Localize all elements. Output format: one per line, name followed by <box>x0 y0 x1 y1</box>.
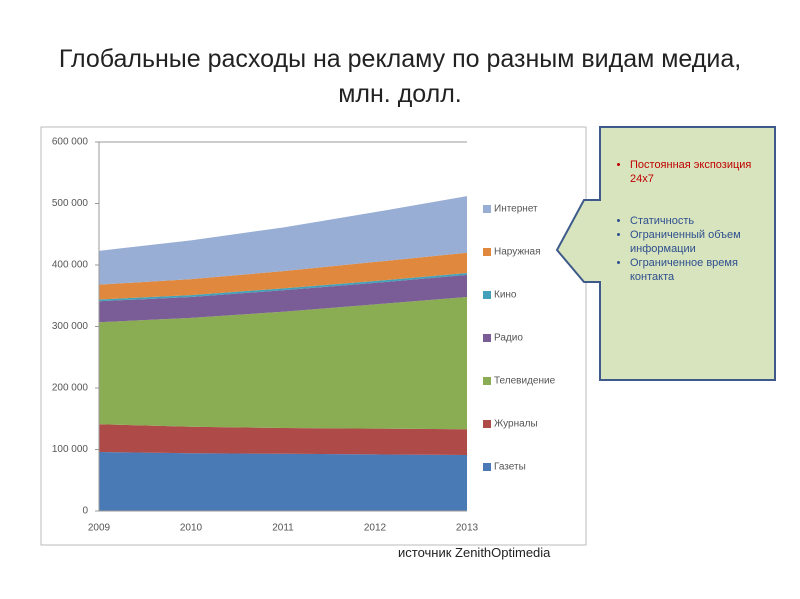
area <box>99 196 467 285</box>
legend-label: Радио <box>494 333 523 344</box>
y-tick-label: 0 <box>82 506 88 517</box>
area <box>99 272 467 302</box>
x-tick-label: 2012 <box>364 523 387 534</box>
callout: Постоянная экспозиция 24х7 СтатичностьОг… <box>614 158 764 284</box>
x-tick-label: 2010 <box>180 523 203 534</box>
legend-swatch <box>483 291 491 299</box>
callout-list: Постоянная экспозиция 24х7 <box>614 158 764 186</box>
callout-item: Ограниченный объем информации <box>630 228 764 256</box>
area <box>99 424 467 456</box>
y-tick-label: 500 000 <box>52 198 89 209</box>
legend-swatch <box>483 205 491 213</box>
legend-label: Журналы <box>494 419 538 430</box>
y-tick-label: 100 000 <box>52 444 89 455</box>
x-tick-label: 2011 <box>272 523 294 534</box>
legend-label: Кино <box>494 290 517 301</box>
callout-item: Ограниченное время контакта <box>630 256 764 284</box>
legend-label: Интернет <box>494 204 538 215</box>
area <box>99 451 467 511</box>
area <box>99 296 467 430</box>
y-tick-label: 600 000 <box>52 137 89 148</box>
source: источник ZenithOptimedia <box>398 545 551 560</box>
legend-swatch <box>483 334 491 342</box>
legend-swatch <box>483 420 491 428</box>
callout-box <box>555 126 776 381</box>
y-tick-label: 400 000 <box>52 260 89 271</box>
chart-title: Глобальные расходы на рекламу по разным … <box>58 45 742 108</box>
callout-list: СтатичностьОграниченный объем информации… <box>614 214 764 284</box>
legend-swatch <box>483 463 491 471</box>
area <box>99 252 467 300</box>
legend-label: Телевидение <box>494 376 556 387</box>
legend-swatch <box>483 377 491 385</box>
callout-item: Статичность <box>630 214 764 228</box>
y-tick-label: 200 000 <box>52 383 89 394</box>
y-tick-label: 300 000 <box>52 321 89 332</box>
area <box>99 274 467 323</box>
callout-highlight: Постоянная экспозиция 24х7 <box>630 158 764 186</box>
legend-label: Газеты <box>494 462 526 473</box>
x-tick-label: 2009 <box>88 523 111 534</box>
x-tick-label: 2013 <box>456 523 479 534</box>
legend-label: Наружная <box>494 247 541 258</box>
legend-swatch <box>483 248 491 256</box>
